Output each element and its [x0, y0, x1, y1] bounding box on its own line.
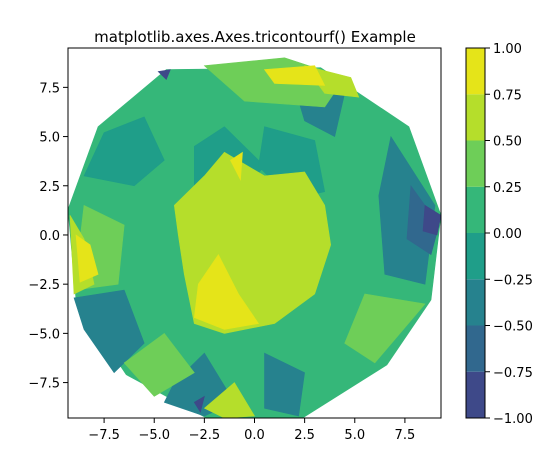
contour-region [264, 352, 305, 417]
contour-region [75, 234, 99, 283]
colorbar-band [466, 325, 485, 372]
x-tick-label: −5.0 [138, 428, 170, 443]
contour-region [263, 65, 326, 86]
y-tick-label: 5.0 [39, 131, 60, 146]
plot-area: −7.5 −5.0 −2.5 0.0 2.5 5.0 7.5 −7.5 −5.0 −2.5 0.0… [28, 47, 442, 443]
colorbar-band [466, 371, 485, 418]
contour-region [203, 382, 256, 418]
colorbar-tick-label: −0.25 [493, 273, 533, 288]
colorbar-band [466, 140, 485, 187]
colorbar-band [466, 233, 485, 280]
colorbar-tick-label: −0.50 [493, 320, 533, 335]
colorbar-bands [466, 48, 485, 418]
x-tick-label: −2.5 [189, 428, 221, 443]
y-tick-label: 7.5 [39, 81, 60, 96]
x-tick-label: 2.5 [294, 428, 315, 443]
x-tick-label: −7.5 [88, 428, 120, 443]
y-tick-label: −2.5 [28, 278, 60, 293]
contour-region [123, 332, 195, 397]
colorbar-tick-label: 0.25 [493, 181, 522, 196]
x-tick-label: 5.0 [344, 428, 365, 443]
contour-region [230, 151, 243, 181]
x-tick-label: 7.5 [395, 428, 416, 443]
colorbar-band [466, 186, 485, 233]
colorbar-band [466, 279, 485, 326]
x-tick-label: 0.0 [244, 428, 265, 443]
colorbar: −1.00 −0.75 −0.50 −0.25 0.00 0.25 0.50 0.75 1.00 [465, 42, 533, 427]
colorbar-tick-label: −0.75 [493, 366, 533, 381]
colorbar-tick-label: 0.75 [493, 88, 522, 103]
colorbar-tick-label: −1.00 [493, 412, 533, 427]
x-axis-ticks: −7.5 −5.0 −2.5 0.0 2.5 5.0 7.5 [88, 418, 415, 443]
contour-region [83, 116, 165, 187]
y-tick-label: −5.0 [28, 327, 60, 342]
contour-regions [68, 57, 441, 418]
contour-region [193, 395, 205, 413]
chart-title: matplotlib.axes.Axes.tricontourf() Examp… [94, 28, 416, 46]
y-tick-label: 2.5 [39, 180, 60, 195]
y-tick-label: 0.0 [39, 229, 60, 244]
y-axis-ticks: −7.5 −5.0 −2.5 0.0 2.5 5.0 7.5 [28, 81, 68, 392]
contour-region [422, 204, 441, 236]
colorbar-tick-label: 0.50 [493, 135, 522, 150]
colorbar-band [466, 48, 485, 95]
y-tick-label: −7.5 [28, 377, 60, 392]
contour-region [193, 254, 260, 330]
contour-region [73, 289, 145, 374]
colorbar-tick-label: 0.00 [493, 227, 522, 242]
contour-region [344, 293, 426, 364]
colorbar-ticks: −1.00 −0.75 −0.50 −0.25 0.00 0.25 0.50 0.75 1.00 [485, 42, 533, 427]
contour-region [157, 69, 171, 81]
colorbar-band [466, 94, 485, 141]
colorbar-tick-label: 1.00 [493, 42, 522, 57]
